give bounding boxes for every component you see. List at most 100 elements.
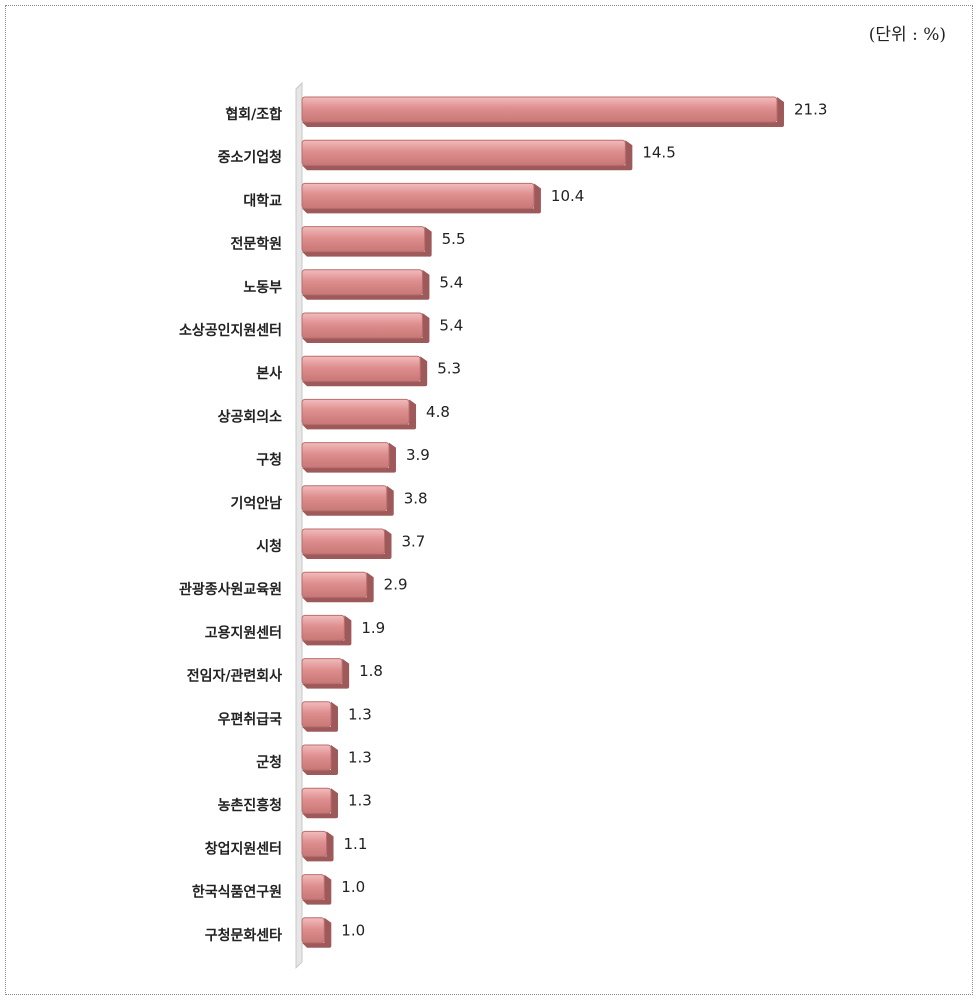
bar-17	[301, 787, 338, 819]
value-label: 3.7	[402, 533, 426, 551]
bar-face	[301, 226, 426, 253]
value-label: 3.9	[406, 446, 430, 464]
bar-depth	[302, 399, 417, 430]
bar-depth	[302, 572, 374, 603]
bar-19	[301, 874, 332, 905]
bar-face	[301, 658, 343, 685]
bar-depth	[302, 269, 430, 300]
category-label: 전문학원	[230, 236, 282, 253]
bar-16	[301, 744, 338, 775]
value-label: 1.0	[341, 921, 365, 939]
bar-9	[301, 442, 396, 473]
bar-face	[301, 701, 332, 728]
bar-depth	[302, 140, 633, 171]
bar-depth	[302, 874, 332, 905]
category-label: 중소기업청	[218, 150, 282, 166]
bar-depth	[302, 917, 332, 948]
bar-depth	[302, 529, 392, 559]
bar-depth	[302, 442, 396, 473]
value-label: 1.0	[341, 878, 365, 896]
value-label: 1.3	[348, 749, 372, 767]
value-label: 5.3	[437, 360, 461, 378]
bar-11	[301, 528, 392, 559]
category-label: 구청	[256, 453, 282, 469]
bar-3	[301, 182, 541, 214]
bar-face	[301, 485, 388, 512]
value-label: 21.3	[794, 101, 827, 119]
bar-depth	[302, 701, 338, 732]
bar-depth	[302, 788, 338, 819]
bar-face	[301, 744, 332, 771]
value-label: 1.3	[348, 792, 372, 810]
bar-face	[301, 614, 345, 641]
category-label: 우편취급국	[218, 711, 283, 728]
bar-face	[301, 355, 421, 382]
value-label: 3.8	[404, 489, 428, 507]
bar-depth	[302, 226, 432, 257]
value-label: 1.3	[348, 705, 372, 723]
category-label: 관광종사원교육원	[179, 581, 282, 598]
category-label: 대학교	[243, 193, 282, 209]
bar-face	[301, 442, 390, 469]
bar-face	[301, 96, 778, 123]
bar-depth	[302, 745, 338, 775]
bar-depth	[302, 831, 334, 862]
value-label: 1.8	[359, 662, 383, 680]
bar-depth	[302, 356, 428, 387]
bar-14	[301, 658, 350, 689]
bar-depth	[302, 615, 352, 646]
bar-1	[301, 96, 784, 127]
bar-face	[301, 312, 423, 339]
bar-face	[301, 571, 368, 598]
bar-face	[301, 787, 332, 814]
value-label: 5.5	[442, 230, 466, 248]
category-label: 소상공인지원센터	[179, 322, 282, 339]
category-label: 한국식품연구원	[192, 885, 282, 901]
y-axis-wall	[295, 81, 303, 970]
value-label: 10.4	[551, 187, 584, 205]
bar-face	[301, 528, 386, 555]
category-label: 협회/조합	[225, 106, 282, 123]
bar-depth	[302, 97, 784, 127]
value-label: 4.8	[426, 403, 450, 421]
category-label: 기억안남	[230, 495, 282, 512]
bar-15	[301, 701, 338, 732]
bar-7	[301, 355, 428, 387]
category-label: 전임자/관련회사	[187, 668, 282, 685]
category-label: 창업지원센터	[205, 840, 282, 857]
value-label: 1.1	[344, 835, 368, 853]
bar-18	[301, 830, 334, 862]
bar-depth	[302, 658, 350, 689]
bar-13	[301, 614, 352, 646]
bar-face	[301, 874, 325, 901]
value-label: 5.4	[439, 317, 463, 335]
category-label: 노동부	[243, 280, 282, 296]
category-label: 상공회의소	[218, 408, 283, 425]
bar-10	[301, 485, 394, 516]
bar-depth	[302, 183, 541, 214]
bar-face	[301, 917, 325, 944]
value-label: 1.9	[361, 619, 385, 637]
bar-20	[301, 917, 332, 948]
bar-6	[301, 312, 430, 343]
category-label: 군청	[256, 755, 282, 771]
value-label: 2.9	[384, 576, 408, 594]
bar-5	[301, 269, 430, 300]
unit-label: (단위 : %)	[868, 25, 946, 45]
value-label: 14.5	[642, 144, 675, 162]
category-label: 시청	[256, 539, 282, 555]
value-label: 5.4	[439, 273, 463, 291]
bar-face	[301, 182, 535, 209]
bar-2	[301, 139, 633, 171]
bar-8	[301, 398, 417, 430]
bar-depth	[302, 485, 394, 516]
chart-frame	[5, 5, 973, 995]
bar-depth	[302, 313, 430, 343]
bar-face	[301, 269, 423, 296]
bar-face	[301, 830, 328, 857]
bar-4	[301, 226, 432, 257]
bar-face	[301, 139, 626, 166]
bar-12	[301, 571, 374, 603]
category-label: 고용지원센터	[205, 625, 282, 641]
